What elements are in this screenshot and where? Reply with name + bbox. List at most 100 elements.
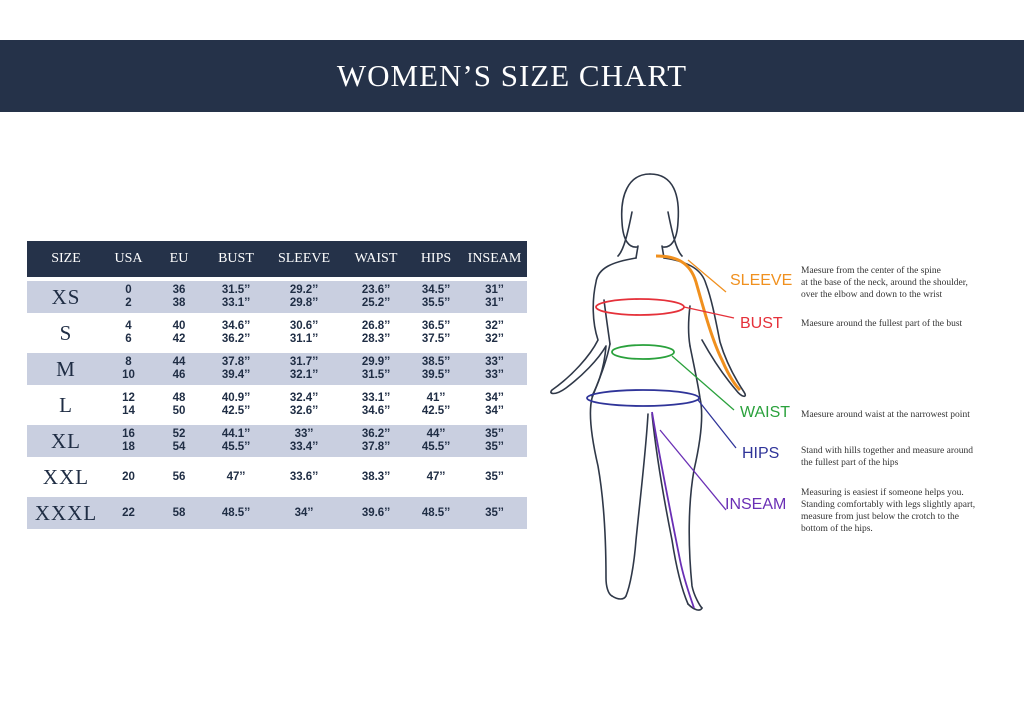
eu-value: 40 (172, 320, 186, 332)
size-cell: XXXL (27, 497, 105, 529)
sleeve-value: 32.4’’ (289, 392, 319, 404)
size-cell: XL (27, 425, 105, 457)
waist-value: 36.2’’ (361, 428, 391, 440)
sleeve-pointer (687, 259, 727, 293)
left-foot (611, 595, 627, 600)
hips-description: Stand with hills together and measure ar… (801, 445, 973, 469)
sleeve-cell: 29.2’’ 29.8’’ (266, 281, 342, 313)
column-header-usa: USA (105, 241, 152, 277)
page-title: WOMEN’S SIZE CHART (336, 58, 688, 93)
sleeve-value: 29.8’’ (289, 297, 319, 309)
inseam-value: 32’’ (485, 320, 504, 332)
waist-value: 23.6’’ (361, 284, 391, 296)
hips-value: 45.5’’ (421, 441, 451, 453)
usa-cell: 20 (105, 461, 152, 493)
size-cell: S (59, 320, 73, 345)
inseam-value: 31’’ (485, 284, 504, 296)
waist-cell: 39.6’’ (342, 497, 410, 529)
waist-value: 37.8’’ (361, 441, 391, 453)
waist-cell: 29.9’’ 31.5’’ (342, 353, 410, 385)
bust-cell: 47’’ (206, 461, 266, 493)
usa-value: 16 (122, 428, 135, 440)
hips-value: 44’’ (426, 428, 446, 440)
hips-measure-ring (586, 389, 700, 407)
hair-right (667, 211, 683, 257)
bust-value: 37.8’’ (221, 356, 251, 368)
head-right (649, 173, 680, 248)
inseam-description-line: Measuring is easiest if someone helps yo… (801, 488, 964, 498)
waist-measure-ring (611, 344, 675, 360)
bust-value: 45.5’’ (221, 441, 251, 453)
sleeve-description: Maesure from the center of the spine at t… (801, 265, 968, 301)
usa-value: 6 (125, 333, 132, 345)
column-header-waist: WAIST (342, 241, 410, 277)
inseam-cell: 34’’ 34’’ (462, 389, 527, 421)
sleeve-cell: 34’’ (266, 497, 342, 529)
column-header-sleeve: SLEEVE (266, 241, 342, 277)
waist-value: 38.3’’ (361, 470, 391, 483)
waist-pointer (671, 355, 735, 411)
bust-description-line: Maesure around the fullest part of the b… (801, 319, 963, 329)
usa-value: 14 (122, 405, 135, 417)
hips-value: 42.5’’ (421, 405, 451, 417)
bust-pointer (683, 306, 735, 319)
sleeve-value: 31.1’’ (289, 333, 319, 345)
usa-value: 10 (122, 369, 135, 381)
table-row: XL 16 18 52 54 44.1’’ 45.5’’ 33’’ 33.4’’ 36.2’’ 37… (27, 425, 527, 457)
waist-cell: 33.1’’ 34.6’’ (342, 389, 410, 421)
bust-value: 40.9’’ (221, 392, 251, 404)
right-arm (663, 257, 747, 398)
usa-cell: 22 (105, 497, 152, 529)
bust-value: 31.5’’ (221, 284, 251, 296)
waist-value: 29.9’’ (361, 356, 391, 368)
table-row: L 12 14 48 50 40.9’’ 42.5’’ 32.4’’ 32.6’’ 33.1’’ 3… (27, 389, 527, 421)
eu-value: 38 (172, 297, 186, 309)
hips-cell: 41’’ 42.5’’ (410, 389, 462, 421)
bust-value: 42.5’’ (221, 405, 251, 417)
inseam-label: INSEAM (725, 496, 787, 513)
sleeve-value: 32.6’’ (289, 405, 319, 417)
waist-label: WAIST (740, 404, 791, 421)
usa-value: 22 (122, 506, 135, 519)
inseam-value: 35’’ (485, 441, 504, 453)
waist-value: 33.1’’ (361, 392, 391, 404)
waist-cell: 36.2’’ 37.8’’ (342, 425, 410, 457)
waist-value: 26.8’’ (361, 320, 391, 332)
inseam-cell: 35’’ 35’’ (462, 425, 527, 457)
inseam-description: Measuring is easiest if someone helps yo… (801, 487, 975, 535)
bust-value: 33.1’’ (221, 297, 251, 309)
inseam-value: 35’’ (485, 470, 504, 483)
inseam-value: 33’’ (485, 369, 504, 381)
hips-pointer (697, 399, 737, 449)
sleeve-value: 29.2’’ (289, 284, 319, 296)
hips-value: 37.5’’ (421, 333, 451, 345)
inseam-cell: 35’’ (462, 497, 527, 529)
waist-description-line: Maesure around waist at the narrowest po… (801, 410, 970, 420)
usa-value: 2 (125, 297, 132, 309)
eu-cell: 48 50 (152, 389, 206, 421)
eu-cell: 40 42 (152, 317, 206, 349)
waist-value: 39.6’’ (361, 506, 391, 519)
sleeve-value: 30.6’’ (289, 320, 319, 332)
hips-value: 34.5’’ (421, 284, 451, 296)
eu-value: 48 (172, 392, 186, 404)
inseam-value: 32’’ (485, 333, 504, 345)
head-left (620, 173, 651, 248)
column-header-bust: BUST (206, 241, 266, 277)
usa-value: 4 (125, 320, 132, 332)
usa-value: 8 (125, 356, 132, 368)
table-body: XS 0 2 36 38 31.5’’ 33.1’’ 29.2’’ 29.8’’ 23.6’’ 25… (27, 281, 527, 529)
eu-cell: 44 46 (152, 353, 206, 385)
eu-cell: 52 54 (152, 425, 206, 457)
sleeve-description-line: at the base of the neck, around the shou… (801, 278, 968, 288)
hips-cell: 44’’ 45.5’’ (410, 425, 462, 457)
bust-value: 36.2’’ (221, 333, 251, 345)
eu-cell: 58 (152, 497, 206, 529)
bust-value: 39.4’’ (221, 369, 251, 381)
inseam-description-line: bottom of the hips. (801, 524, 873, 534)
table-row: XXL 20 56 47’’ 33.6’’ 38.3’’ 47’’ 35’’ (27, 461, 527, 493)
inseam-cell: 31’’ 31’’ (462, 281, 527, 313)
eu-cell: 56 (152, 461, 206, 493)
bust-cell: 40.9’’ 42.5’’ (206, 389, 266, 421)
